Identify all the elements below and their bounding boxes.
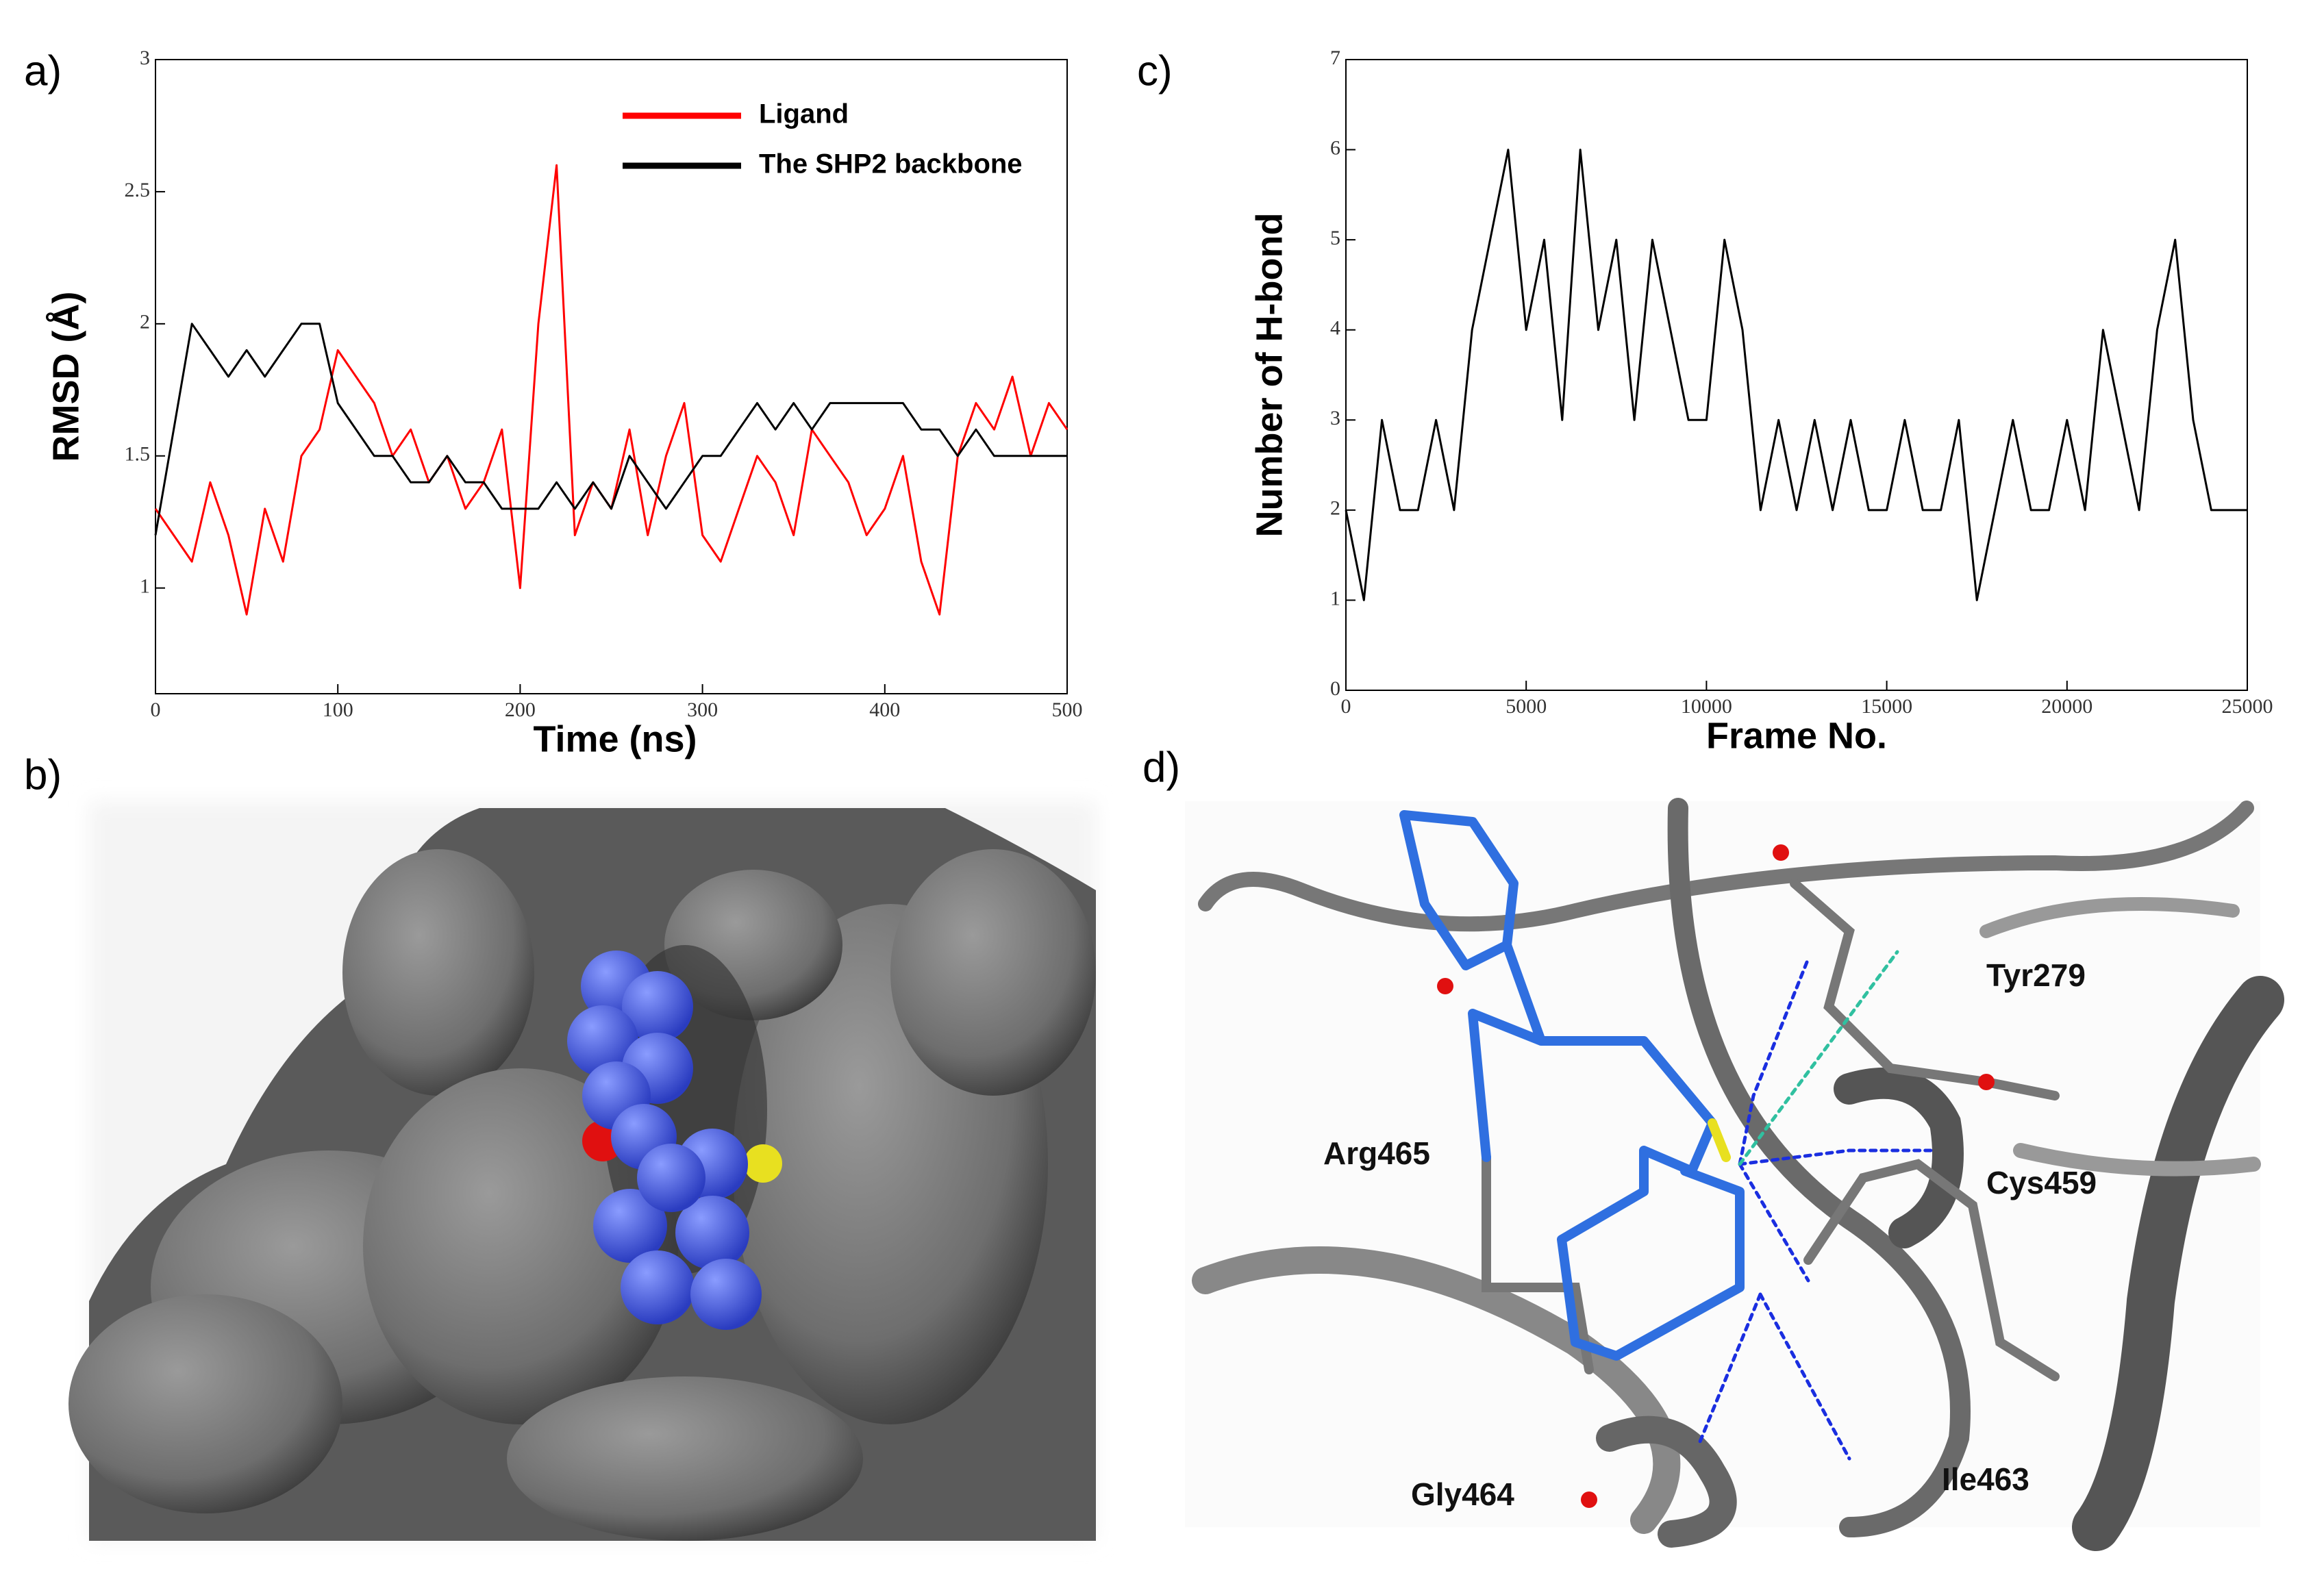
legend-label: Ligand (759, 99, 849, 129)
plot-frame (155, 59, 1068, 694)
x-tick-label: 200 (505, 699, 536, 721)
y-axis-label: Number of H-bond (1249, 213, 1290, 538)
x-tick-label: 5000 (1505, 695, 1547, 718)
y-tick-label: 1.5 (125, 443, 151, 466)
y-tick-label: 2 (1330, 497, 1340, 520)
x-tick-label: 15000 (1861, 695, 1912, 718)
series-line (154, 164, 1069, 616)
x-tick-label: 500 (1052, 699, 1083, 721)
y-tick-label: 0 (1330, 677, 1340, 700)
legend-label: The SHP2 backbone (759, 149, 1023, 179)
x-tick-label: 400 (869, 699, 900, 721)
x-tick-label: 0 (151, 699, 161, 721)
residue-label: Ile463 (1942, 1461, 2029, 1497)
plot-frame (1345, 59, 2248, 691)
series-line (154, 323, 1067, 536)
x-tick-label: 0 (1341, 695, 1351, 718)
x-tick-label: 25000 (2222, 695, 2273, 718)
y-tick-label: 4 (1330, 317, 1340, 340)
x-axis-label: Time (ns) (533, 718, 697, 759)
panel-label: c) (1137, 47, 1173, 95)
y-tick-label: 2 (140, 311, 150, 334)
surface-image (68, 801, 1096, 1541)
residue-label: Cys459 (1986, 1165, 2097, 1200)
y-tick-label: 5 (1330, 227, 1340, 249)
x-tick-label: 10000 (1681, 695, 1732, 718)
x-tick-label: 20000 (2041, 695, 2092, 718)
panel-label: a) (24, 47, 62, 95)
y-tick-label: 2.5 (125, 179, 151, 201)
y-tick-label: 1 (140, 575, 150, 598)
residue-label: Gly464 (1411, 1476, 1514, 1512)
y-tick-label: 3 (1330, 407, 1340, 429)
panel-label: d) (1142, 744, 1180, 791)
x-axis-label: Frame No. (1706, 715, 1887, 756)
residue-label: Arg465 (1323, 1135, 1430, 1171)
x-tick-label: 100 (323, 699, 353, 721)
y-tick-label: 1 (1330, 587, 1340, 609)
residue-label: Tyr279 (1986, 957, 2086, 993)
y-tick-label: 6 (1330, 136, 1340, 159)
y-tick-label: 3 (140, 47, 150, 69)
panel-label: b) (24, 751, 62, 798)
x-tick-label: 300 (687, 699, 718, 721)
y-axis-label: RMSD (Å) (45, 292, 86, 462)
y-tick-label: 7 (1330, 47, 1340, 69)
binding-pose-image (1185, 798, 2284, 1551)
series-line (1345, 149, 2247, 601)
